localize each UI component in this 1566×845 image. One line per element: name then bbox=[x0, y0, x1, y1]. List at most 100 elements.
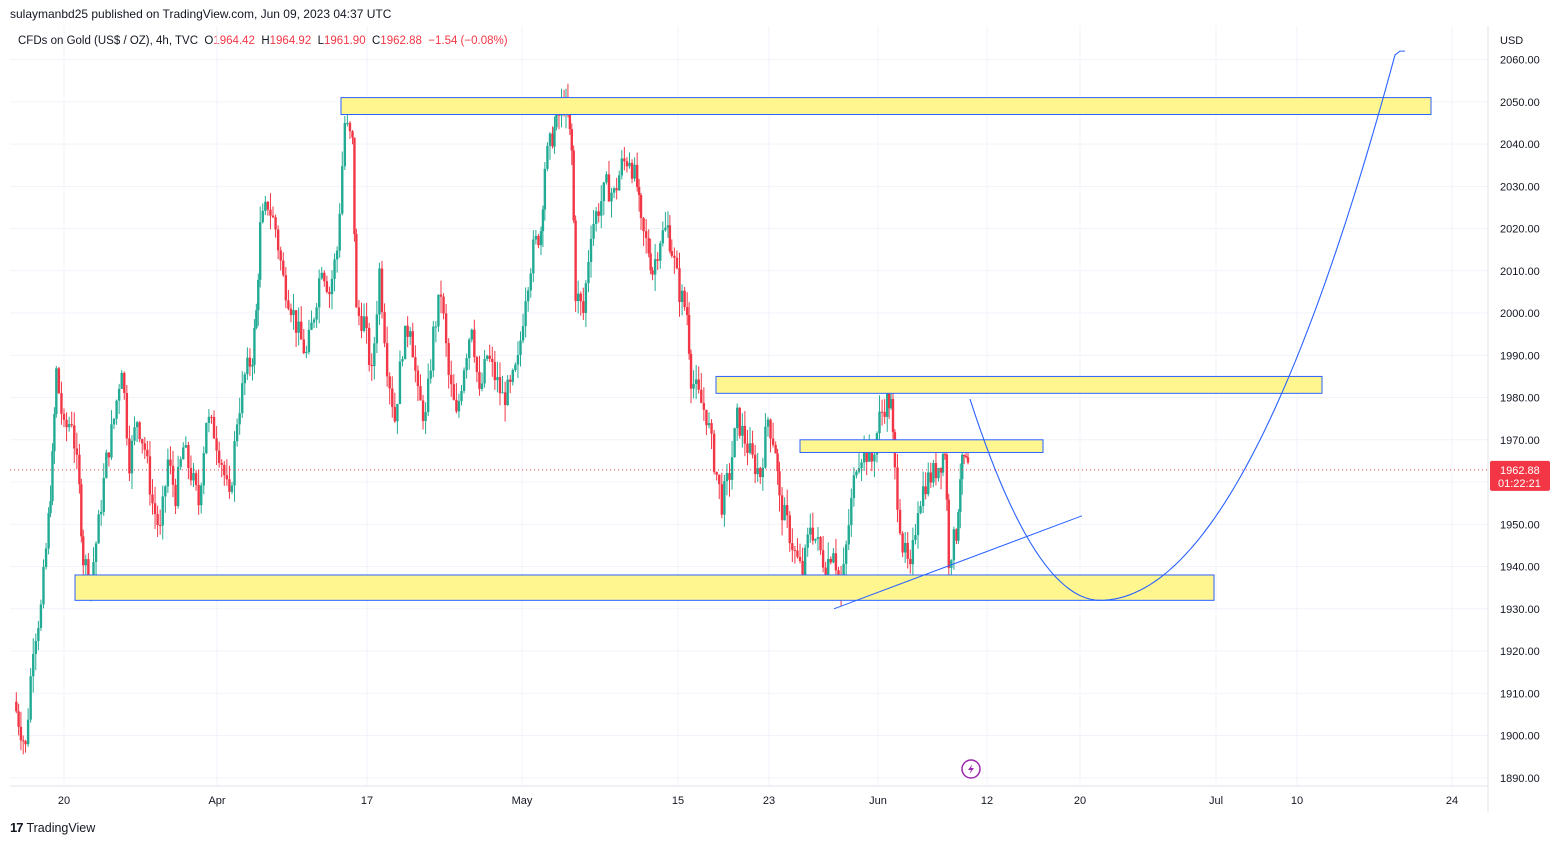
candle-body bbox=[957, 512, 960, 541]
candle-body bbox=[125, 392, 129, 439]
candle-body bbox=[829, 558, 832, 563]
candle-body bbox=[169, 459, 172, 466]
candle-body bbox=[65, 419, 68, 428]
candle-body bbox=[880, 411, 884, 413]
candle-body bbox=[555, 112, 558, 128]
candle-body bbox=[401, 359, 404, 362]
chart-svg[interactable]: USD 2060.00 2050.00 2040.00 2030.00 2020.00 20… bbox=[10, 26, 1558, 812]
candle-body bbox=[174, 484, 177, 507]
candle-body bbox=[738, 407, 741, 436]
candle-body bbox=[97, 514, 100, 544]
candle-body bbox=[276, 229, 280, 251]
candle-body bbox=[323, 272, 326, 282]
candle-body bbox=[924, 486, 927, 495]
candle-body bbox=[806, 534, 809, 548]
candle-body bbox=[346, 122, 349, 124]
candle-body bbox=[898, 509, 902, 534]
candle-body bbox=[966, 457, 970, 463]
candle-body bbox=[952, 529, 956, 561]
candle-body bbox=[855, 471, 858, 476]
price-tick-label: 1940.00 bbox=[1500, 562, 1540, 574]
open-value: 1964.42 bbox=[213, 35, 255, 47]
candle-body bbox=[388, 376, 391, 389]
candle-body bbox=[664, 227, 667, 231]
candle-body bbox=[210, 416, 213, 418]
candle-body bbox=[146, 449, 149, 457]
candle-body bbox=[587, 261, 590, 284]
price-tick-label: 1900.00 bbox=[1500, 731, 1540, 743]
candle-body bbox=[576, 293, 580, 302]
candle-body bbox=[623, 158, 626, 162]
candle-body bbox=[546, 145, 549, 169]
candle-body bbox=[26, 719, 30, 745]
candle-body bbox=[82, 536, 85, 566]
candle-body bbox=[786, 505, 789, 516]
candle-body bbox=[832, 553, 835, 563]
candle-body bbox=[393, 406, 397, 422]
bar-countdown: 01:22:21 bbox=[1498, 478, 1541, 490]
candle-body bbox=[220, 463, 223, 465]
candle-body bbox=[47, 513, 50, 549]
time-tick-label: 23 bbox=[763, 795, 775, 807]
candle-body bbox=[906, 542, 909, 559]
candle-body bbox=[764, 426, 767, 468]
candle-body bbox=[776, 453, 779, 472]
candle-body bbox=[80, 484, 83, 537]
time-tick-label: Jul bbox=[1209, 795, 1223, 807]
tradingview-brand[interactable]: 17 TradingView bbox=[10, 820, 95, 835]
candle-body bbox=[668, 225, 672, 252]
candle-body bbox=[34, 640, 37, 654]
price-tick-label: 2060.00 bbox=[1500, 55, 1540, 67]
candle-body bbox=[607, 174, 611, 202]
candle-body bbox=[62, 413, 66, 420]
candle-body bbox=[455, 399, 458, 412]
price-tick-label: 1970.00 bbox=[1500, 435, 1540, 447]
time-tick-label: 20 bbox=[1074, 795, 1086, 807]
candle-body bbox=[656, 259, 659, 261]
candle-body bbox=[491, 358, 494, 363]
low-value: 1961.90 bbox=[324, 35, 366, 47]
candle-body bbox=[84, 559, 88, 566]
candle-body bbox=[271, 215, 275, 218]
candle-body bbox=[53, 413, 56, 452]
candle-body bbox=[269, 209, 272, 216]
candle-body bbox=[748, 443, 752, 453]
candle-body bbox=[950, 560, 953, 568]
candle-body bbox=[852, 475, 856, 499]
candle-body bbox=[678, 268, 681, 303]
candle-body bbox=[135, 422, 139, 428]
candle-body bbox=[937, 467, 940, 479]
candle-body bbox=[212, 416, 216, 439]
support-resistance-zone bbox=[340, 97, 1432, 115]
candle-body bbox=[814, 538, 817, 541]
candle-body bbox=[419, 386, 422, 401]
time-tick-label: May bbox=[512, 795, 533, 807]
candle-body bbox=[819, 537, 822, 551]
candle-body bbox=[343, 123, 347, 167]
candle-body bbox=[600, 201, 603, 216]
candle-body bbox=[241, 383, 244, 414]
price-tick-label: 2050.00 bbox=[1500, 97, 1540, 109]
candle-body bbox=[70, 424, 73, 426]
candle-body bbox=[647, 238, 650, 254]
candle-body bbox=[243, 374, 247, 384]
candle-body bbox=[766, 419, 770, 427]
candle-body bbox=[710, 423, 713, 434]
candle-body bbox=[403, 325, 407, 360]
candle-body bbox=[257, 279, 260, 311]
candle-body bbox=[683, 290, 686, 308]
candle-body bbox=[519, 340, 522, 356]
candle-body bbox=[868, 445, 871, 462]
candle-body bbox=[733, 428, 736, 458]
price-chart[interactable]: USD 2060.00 2050.00 2040.00 2030.00 2020.00 20… bbox=[10, 26, 1558, 812]
currency-label: USD bbox=[1500, 35, 1523, 47]
candle-body bbox=[32, 653, 35, 677]
candle-body bbox=[355, 234, 358, 308]
candle-body bbox=[248, 357, 252, 367]
candle-body bbox=[870, 445, 874, 462]
candle-body bbox=[55, 368, 58, 414]
candle-body bbox=[914, 534, 917, 541]
symbol-name[interactable]: CFDs on Gold (US$ / OZ), 4h, TVC bbox=[18, 35, 199, 47]
candle-body bbox=[450, 374, 453, 385]
candle-body bbox=[715, 471, 718, 475]
